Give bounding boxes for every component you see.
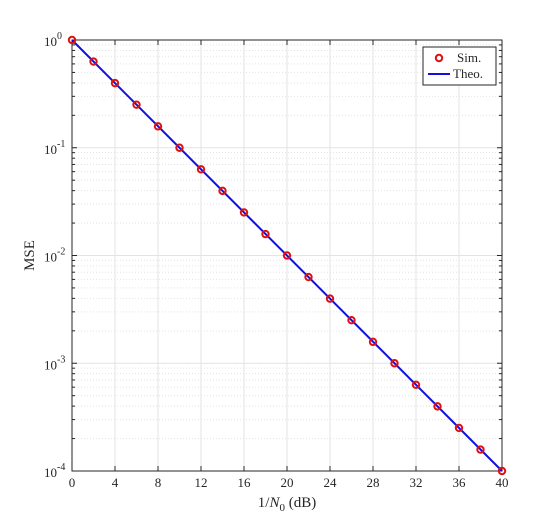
x-tick-label-3: 12 xyxy=(195,475,208,490)
x-axis-label-var: N xyxy=(268,495,280,511)
legend: Sim. Theo. xyxy=(422,46,497,86)
y-tick-base: 10 xyxy=(44,34,57,49)
sim-marker-12 xyxy=(325,294,335,303)
y-tick-exponent: -1 xyxy=(57,139,65,150)
sim-marker-7 xyxy=(218,186,227,196)
y-tick-base: 10 xyxy=(44,250,57,265)
sim-marker-1 xyxy=(89,57,98,66)
x-axis-label: 1/N0 (dB) xyxy=(258,495,316,514)
sim-marker-13 xyxy=(347,315,356,325)
x-axis-label-suffix: (dB) xyxy=(285,495,316,511)
legend-theo-label: Theo. xyxy=(453,66,483,81)
y-tick-base: 10 xyxy=(44,142,57,157)
legend-box xyxy=(422,46,497,86)
series xyxy=(67,35,507,476)
sim-marker-8 xyxy=(239,208,249,217)
sim-marker-18 xyxy=(454,423,464,433)
axis-ticks xyxy=(71,39,503,472)
x-tick-labels: 0 4 8 12 16 20 24 28 32 36 40 xyxy=(69,475,509,490)
legend-sim-label: Sim. xyxy=(457,50,481,65)
sim-marker-19 xyxy=(476,445,485,454)
sim-marker-6 xyxy=(196,165,206,174)
y-tick-label-4: 10-4 xyxy=(44,462,65,480)
sim-marker-11 xyxy=(304,272,313,282)
sim-marker-5 xyxy=(175,143,184,152)
y-tick-exponent: -4 xyxy=(57,462,65,473)
x-tick-label-8: 32 xyxy=(410,475,423,490)
x-tick-label-2: 8 xyxy=(155,475,162,490)
x-tick-label-0: 0 xyxy=(69,475,76,490)
sim-marker-17 xyxy=(433,402,442,411)
x-tick-label-5: 20 xyxy=(281,475,294,490)
y-axis-label: MSE xyxy=(22,240,38,271)
y-tick-base: 10 xyxy=(44,357,57,372)
sim-marker-14 xyxy=(368,337,378,347)
x-tick-label-4: 16 xyxy=(238,475,252,490)
sim-marker-15 xyxy=(390,359,399,368)
y-tick-exponent: -3 xyxy=(57,354,65,365)
sim-marker-2 xyxy=(110,78,120,88)
legend-sim-marker xyxy=(434,53,444,63)
y-tick-label-1: 10-1 xyxy=(44,139,65,157)
x-tick-label-9: 36 xyxy=(453,475,467,490)
y-tick-base: 10 xyxy=(44,465,57,480)
sim-marker-3 xyxy=(132,100,141,109)
x-tick-label-1: 4 xyxy=(112,475,119,490)
x-tick-label-7: 28 xyxy=(367,475,380,490)
y-tick-label-2: 10-2 xyxy=(44,247,65,265)
sim-marker-9 xyxy=(261,229,270,239)
sim-marker-20 xyxy=(497,466,507,476)
x-tick-label-6: 24 xyxy=(324,475,338,490)
sim-marker-0 xyxy=(67,35,77,45)
x-axis-label-sub: 0 xyxy=(279,502,285,514)
x-axis-label-prefix: 1/ xyxy=(258,495,271,511)
x-tick-label-10: 40 xyxy=(496,475,509,490)
sim-marker-4 xyxy=(153,122,163,131)
y-tick-exponent: -2 xyxy=(57,247,65,258)
sim-marker-16 xyxy=(411,380,421,389)
sim-marker-10 xyxy=(282,251,292,260)
y-tick-label-3: 10-3 xyxy=(44,354,65,372)
series-line-theo xyxy=(71,39,503,472)
y-tick-label-0: 100 xyxy=(44,31,62,49)
y-tick-exponent: 0 xyxy=(57,31,62,42)
